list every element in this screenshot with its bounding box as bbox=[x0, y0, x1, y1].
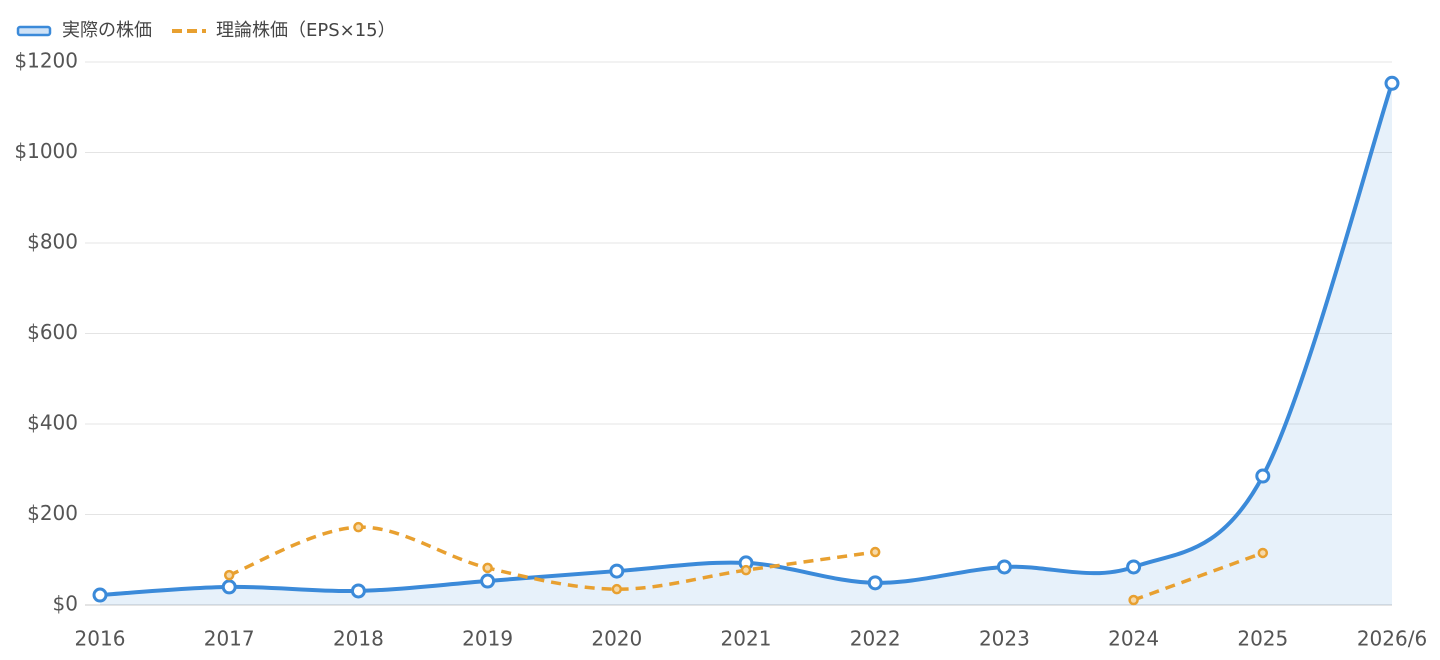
series-line bbox=[1133, 551, 1264, 602]
x-tick-label: 2020 bbox=[591, 627, 642, 651]
y-tick-label: $400 bbox=[27, 411, 78, 435]
point bbox=[996, 559, 1012, 575]
point bbox=[1257, 547, 1269, 559]
series-line bbox=[228, 525, 876, 591]
x-tick-label: 2018 bbox=[333, 627, 384, 651]
area bbox=[100, 83, 1392, 605]
point bbox=[609, 563, 625, 579]
point bbox=[92, 587, 108, 603]
x-tick-label: 2023 bbox=[979, 627, 1030, 651]
point bbox=[350, 583, 366, 599]
point bbox=[740, 564, 752, 576]
point bbox=[221, 579, 237, 595]
legend-label: 実際の株価 bbox=[62, 20, 152, 41]
x-tick-label: 2017 bbox=[204, 627, 255, 651]
point bbox=[480, 573, 496, 589]
point bbox=[223, 569, 235, 581]
y-tick-label: $1000 bbox=[14, 139, 78, 163]
point bbox=[1126, 559, 1142, 575]
y-tick-label: $200 bbox=[27, 501, 78, 525]
x-tick-label: 2026/6 bbox=[1357, 627, 1427, 651]
x-tick-label: 2016 bbox=[75, 627, 126, 651]
legend: 実際の株価 理論株価（EPS×15） bbox=[16, 20, 396, 41]
y-tick-label: $800 bbox=[27, 230, 78, 254]
x-tick-label: 2025 bbox=[1237, 627, 1288, 651]
point bbox=[867, 575, 883, 591]
point bbox=[1128, 594, 1139, 606]
series-line bbox=[99, 82, 1394, 598]
y-tick-label: $0 bbox=[53, 592, 78, 616]
point bbox=[869, 546, 881, 558]
y-tick-label: $1200 bbox=[14, 49, 78, 73]
legend-swatch bbox=[16, 25, 52, 37]
point bbox=[353, 521, 364, 533]
point bbox=[482, 562, 493, 574]
point bbox=[611, 583, 623, 595]
x-tick-label: 2024 bbox=[1108, 627, 1159, 651]
x-tick-label: 2021 bbox=[721, 627, 772, 651]
x-tick-label: 2022 bbox=[850, 627, 901, 651]
point bbox=[1255, 468, 1271, 484]
point bbox=[1384, 75, 1400, 91]
y-tick-label: $600 bbox=[27, 320, 78, 344]
legend-label: 理論株価（EPS×15） bbox=[216, 20, 396, 41]
x-tick-label: 2019 bbox=[462, 627, 513, 651]
